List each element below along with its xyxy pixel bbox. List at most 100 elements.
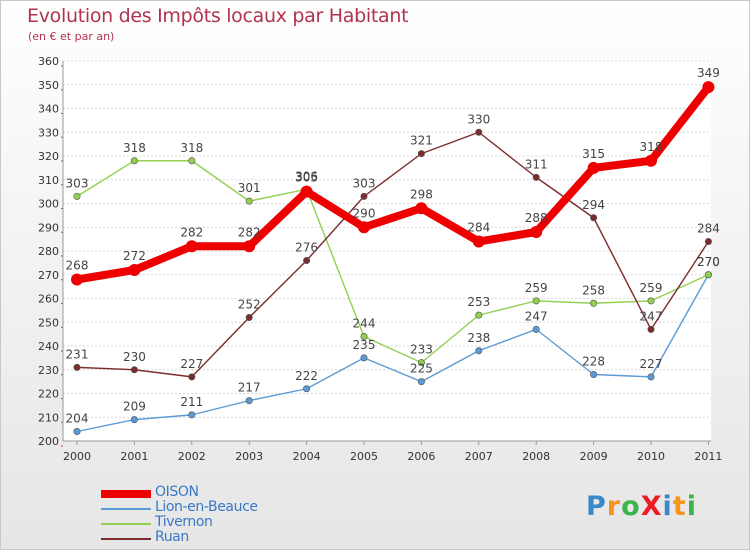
legend-swatch-lion-en-beauce	[101, 507, 151, 510]
data-label-ruan: 231	[66, 347, 89, 361]
data-point-tivernon	[245, 197, 253, 205]
data-label-lion-en-beauce: 247	[525, 309, 548, 323]
x-tick-label: 2000	[63, 450, 91, 463]
logo-letter: r	[606, 491, 622, 522]
series-line-lion-en-beauce	[76, 274, 710, 433]
data-label-tivernon: 318	[180, 141, 203, 155]
data-label-oison: 305	[295, 171, 318, 185]
data-label-tivernon: 306	[295, 169, 318, 183]
data-point-oison	[472, 235, 485, 248]
data-label-ruan: 252	[238, 298, 261, 312]
data-point-oison	[530, 226, 543, 238]
logo-letter: o	[621, 491, 641, 522]
data-label-oison: 315	[582, 147, 605, 161]
data-label-oison: 290	[353, 206, 376, 220]
data-label-lion-en-beauce: 238	[467, 331, 490, 345]
legend-item-lion-en-beauce: Lion-en-Beauce	[101, 499, 361, 516]
data-point-ruan	[188, 373, 196, 381]
data-label-oison: 349	[697, 66, 720, 80]
series-line-oison	[73, 83, 713, 284]
y-tick-label: 260	[38, 293, 59, 306]
data-label-tivernon: 301	[238, 181, 261, 195]
legend-swatch-ruan	[101, 537, 151, 540]
logo-letter: t	[672, 491, 687, 522]
data-label-ruan: 276	[295, 241, 318, 255]
data-point-lion-en-beauce	[188, 411, 196, 419]
data-label-lion-en-beauce: 228	[582, 355, 605, 369]
data-point-lion-en-beauce	[417, 378, 425, 386]
x-tick-label: 2004	[293, 450, 321, 463]
y-tick-label: 280	[38, 245, 59, 258]
legend-item-tivernon: Tivernon	[101, 514, 361, 531]
data-point-ruan	[704, 238, 712, 246]
data-point-ruan	[245, 313, 253, 321]
y-tick-label: 220	[38, 388, 59, 401]
y-tick-label: 360	[38, 55, 59, 68]
legend-label-ruan: Ruan	[155, 529, 189, 545]
data-point-tivernon	[532, 297, 540, 305]
data-label-ruan: 227	[180, 357, 203, 371]
data-label-tivernon: 303	[66, 176, 89, 190]
logo-letter: P	[586, 491, 607, 522]
data-label-oison: 288	[525, 211, 548, 225]
data-point-lion-en-beauce	[532, 325, 540, 333]
data-point-lion-en-beauce	[73, 427, 81, 435]
data-label-tivernon: 258	[582, 283, 605, 297]
y-tick-label: 270	[38, 269, 59, 282]
data-label-tivernon: 270	[697, 255, 720, 269]
data-point-oison	[185, 240, 198, 253]
data-point-oison	[128, 264, 141, 276]
data-point-tivernon	[475, 311, 483, 319]
data-point-lion-en-beauce	[475, 347, 483, 355]
x-tick-label: 2001	[120, 450, 148, 463]
data-point-lion-en-beauce	[360, 354, 368, 362]
series-line-tivernon	[76, 160, 710, 364]
data-point-ruan	[475, 128, 483, 136]
data-point-oison	[300, 185, 313, 198]
logo-letter: i	[686, 491, 697, 522]
y-tick-label: 200	[38, 435, 59, 448]
y-tick-label: 290	[38, 221, 59, 234]
data-point-ruan	[130, 366, 138, 374]
data-point-ruan	[532, 173, 540, 181]
x-tick-label: 2003	[235, 450, 263, 463]
data-label-oison: 268	[66, 259, 89, 273]
data-label-ruan: 294	[582, 198, 605, 212]
data-point-ruan	[647, 325, 655, 333]
legend-label-lion-en-beauce: Lion-en-Beauce	[155, 499, 258, 515]
y-tick-label: 250	[38, 316, 59, 329]
y-tick-label: 210	[38, 411, 59, 424]
x-tick-label: 2008	[522, 450, 550, 463]
y-tick-label: 230	[38, 364, 59, 377]
chart-legend: OISON Lion-en-Beauce Tivernon Ruan	[101, 485, 361, 546]
data-point-tivernon	[73, 192, 81, 200]
data-label-lion-en-beauce: 217	[238, 381, 261, 395]
data-point-lion-en-beauce	[303, 385, 311, 393]
data-label-oison: 318	[640, 140, 663, 154]
data-point-ruan	[417, 150, 425, 158]
series-line-ruan	[76, 131, 710, 378]
data-point-tivernon	[360, 332, 368, 340]
data-label-lion-en-beauce: 211	[180, 395, 203, 409]
data-point-lion-en-beauce	[590, 370, 598, 378]
data-point-tivernon	[590, 299, 598, 307]
data-point-tivernon	[188, 157, 196, 165]
x-tick-label: 2010	[637, 450, 665, 463]
data-label-oison: 282	[238, 225, 261, 239]
legend-swatch-tivernon	[101, 522, 151, 525]
y-tick-label: 330	[38, 126, 59, 139]
data-point-ruan	[303, 256, 311, 264]
data-point-tivernon	[647, 297, 655, 305]
x-tick-label: 2007	[465, 450, 493, 463]
y-tick-label: 240	[38, 340, 59, 353]
data-label-oison: 282	[180, 225, 203, 239]
data-label-tivernon: 259	[640, 281, 663, 295]
data-point-oison	[415, 202, 428, 215]
y-tick-label: 340	[38, 103, 59, 116]
y-tick-label: 300	[38, 198, 59, 211]
legend-label-tivernon: Tivernon	[155, 514, 213, 530]
x-tick-label: 2002	[178, 450, 206, 463]
data-label-oison: 284	[467, 221, 490, 235]
